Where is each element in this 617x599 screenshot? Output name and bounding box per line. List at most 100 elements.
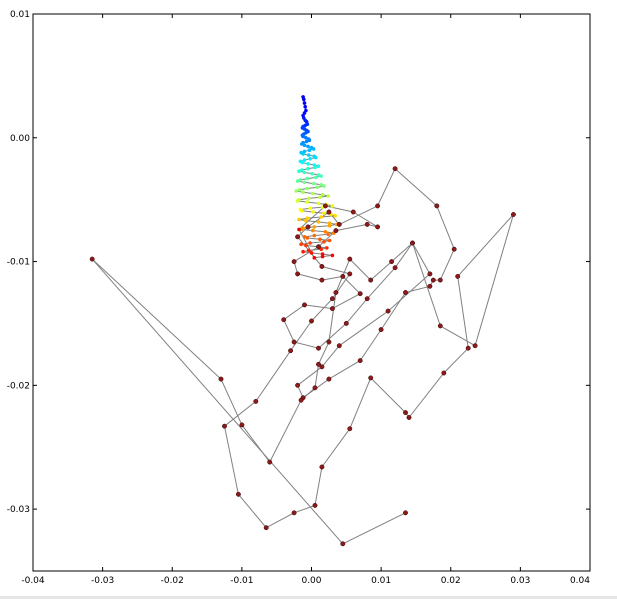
- data-point: [325, 246, 329, 250]
- data-point: [307, 138, 312, 143]
- data-point: [465, 345, 471, 351]
- data-point: [300, 168, 304, 172]
- trajectory-segment: [359, 329, 382, 361]
- data-point: [306, 153, 311, 157]
- data-point: [308, 157, 312, 161]
- trajectory-segment: [474, 214, 514, 346]
- data-point: [322, 211, 326, 216]
- data-point: [316, 173, 321, 177]
- data-point: [313, 175, 318, 180]
- data-point: [315, 185, 319, 190]
- data-point: [336, 343, 342, 349]
- trajectory-segment: [283, 319, 295, 343]
- data-point: [427, 283, 433, 289]
- data-point: [311, 210, 315, 214]
- y-tick-label: 0.01: [10, 10, 30, 20]
- y-tick-label: -0.01: [7, 258, 30, 268]
- trajectory-segment: [91, 258, 222, 380]
- data-point: [295, 271, 301, 277]
- data-point: [406, 415, 412, 420]
- data-point: [322, 203, 328, 209]
- trajectory-segment: [314, 466, 323, 506]
- data-point: [300, 160, 305, 165]
- data-point: [302, 158, 307, 162]
- trajectory-segment: [408, 372, 445, 418]
- data-point: [322, 184, 326, 188]
- data-point: [368, 375, 374, 381]
- data-point: [392, 265, 398, 271]
- trajectory-segment: [307, 216, 322, 219]
- y-tick-label: -0.02: [7, 381, 30, 391]
- data-point: [403, 510, 408, 516]
- data-point: [330, 253, 335, 258]
- data-point: [305, 176, 310, 181]
- data-point: [378, 327, 384, 333]
- data-point: [316, 201, 321, 206]
- trajectory-segment: [377, 168, 396, 207]
- data-point: [347, 426, 353, 432]
- data-point: [304, 136, 308, 140]
- data-point: [316, 345, 321, 351]
- trajectory-segment: [269, 399, 302, 463]
- trajectory-segment: [298, 205, 326, 230]
- axis-ticks: [32, 13, 591, 571]
- trajectory-segment: [304, 304, 333, 310]
- trajectory-segment: [332, 293, 361, 310]
- trajectory-segment: [339, 205, 378, 225]
- data-point: [294, 189, 299, 193]
- data-point: [295, 234, 301, 240]
- data-point: [389, 259, 395, 265]
- trajectory-segment: [439, 248, 455, 281]
- data-point: [319, 464, 325, 470]
- trajectory-segment: [318, 341, 330, 365]
- data-point: [304, 139, 309, 144]
- data-point: [326, 339, 332, 345]
- data-point: [320, 192, 325, 197]
- trajectory-segment: [290, 320, 312, 351]
- data-point: [302, 302, 307, 308]
- data-point: [340, 273, 346, 279]
- data-point: [319, 215, 324, 219]
- data-point: [302, 97, 306, 102]
- data-point: [437, 323, 443, 329]
- trajectory-segment: [311, 252, 323, 255]
- trajectory-segment: [457, 276, 469, 349]
- trajectory-segment: [370, 261, 392, 281]
- trajectory-segment: [293, 246, 319, 263]
- data-point: [309, 251, 314, 255]
- data-point: [327, 221, 332, 225]
- x-tick-label: 0.02: [441, 576, 461, 586]
- trajectory-segment: [394, 242, 413, 268]
- trajectory-segment: [314, 233, 329, 237]
- trajectory-segment: [349, 258, 372, 281]
- x-tick-label: 0.01: [371, 576, 391, 586]
- data-point: [302, 180, 307, 185]
- data-point: [336, 221, 342, 227]
- data-point: [302, 143, 307, 147]
- trajectory-segment: [307, 201, 319, 204]
- data-point: [312, 255, 317, 260]
- data-point: [316, 164, 321, 168]
- data-point: [312, 385, 318, 391]
- data-point: [311, 228, 315, 233]
- data-point: [263, 525, 269, 531]
- data-point: [318, 195, 322, 199]
- data-point: [340, 541, 346, 547]
- data-point: [403, 290, 408, 295]
- data-point: [308, 206, 312, 211]
- data-point: [313, 155, 318, 160]
- data-point: [253, 398, 259, 404]
- data-point: [308, 241, 312, 245]
- data-point: [305, 224, 311, 230]
- trajectory-segment: [220, 378, 243, 426]
- trajectory-segment: [310, 241, 325, 244]
- data-point: [392, 166, 398, 172]
- x-tick-labels: -0.04 -0.03 -0.02 -0.01 0.00 0.01 0.02 0.03 0.04: [21, 576, 590, 586]
- data-point: [357, 358, 363, 364]
- data-point: [298, 178, 303, 182]
- data-point: [302, 170, 307, 175]
- data-point: [327, 238, 332, 243]
- data-point: [347, 271, 353, 277]
- data-point: [472, 343, 478, 349]
- trajectory-segment: [436, 205, 455, 250]
